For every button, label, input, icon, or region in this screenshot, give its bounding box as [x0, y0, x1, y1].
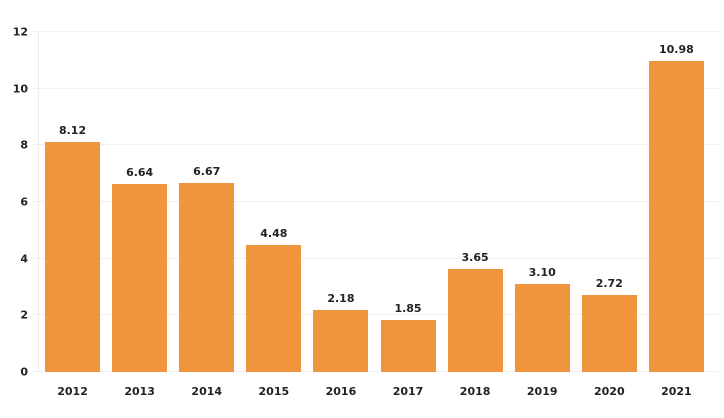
plot-area: 8.12 2012 6.64 2013 6.67 2014 4.48 2015 2.18 2016… [33, 31, 718, 397]
bar-value-label: 2.18 [327, 292, 355, 306]
x-tick-label: 2019 [526, 385, 558, 398]
y-tick-label: 12 [12, 25, 28, 39]
x-tick-label: 2021 [661, 385, 692, 398]
y-tick-label: 10 [12, 82, 28, 96]
bar-group: 2.72 2020 [576, 32, 643, 397]
bar-value-label: 8.12 [58, 123, 87, 137]
bar-group: 2.18 2016 [307, 32, 374, 397]
bar-value-label: 4.48 [260, 227, 288, 241]
bar-group: 4.48 2015 [240, 32, 307, 397]
bar-value-label: 1.85 [394, 301, 422, 315]
y-tick-label: 0 [20, 365, 28, 379]
y-axis: 0 2 4 6 8 10 12 [0, 27, 30, 378]
bar-2013[interactable]: 6.64 [112, 167, 168, 372]
bars-container: 8.12 2012 6.64 2013 6.67 2014 4.48 2015 2.18 2016… [39, 32, 710, 397]
bar-2012[interactable]: 8.12 [45, 125, 101, 372]
y-tick-label: 2 [20, 308, 28, 322]
bar-2016[interactable]: 2.18 [313, 293, 369, 372]
gridline [33, 371, 718, 372]
bar-group: 1.85 2017 [374, 32, 441, 397]
bar-group: 8.12 2012 [39, 32, 106, 397]
bar-2017[interactable]: 1.85 [380, 303, 436, 372]
bar-value-label: 2.72 [595, 276, 623, 290]
x-tick-label: 2012 [57, 385, 88, 398]
x-tick-label: 2018 [459, 385, 491, 398]
bar-2018[interactable]: 3.65 [447, 252, 503, 372]
gridline [33, 144, 718, 146]
y-tick-label: 8 [20, 138, 28, 152]
gridline [33, 201, 718, 202]
x-tick-label: 2013 [124, 385, 155, 398]
bar-value-label: 6.64 [126, 165, 154, 179]
bar-value-label: 6.67 [193, 165, 221, 179]
bar-value-label: 3.65 [461, 250, 489, 264]
gridline [33, 31, 718, 32]
bar-group: 3.10 2019 [509, 32, 576, 397]
y-tick-label: 4 [20, 252, 28, 266]
x-tick-label: 2020 [593, 385, 625, 398]
bar-2014[interactable]: 6.67 [179, 166, 235, 372]
bar-2020[interactable]: 2.72 [581, 278, 637, 372]
x-tick-label: 2014 [191, 385, 223, 398]
gridline [33, 257, 718, 259]
bar-group: 3.65 2018 [442, 32, 509, 397]
bar-group: 6.64 2013 [106, 32, 173, 397]
bar-2019[interactable]: 3.10 [514, 267, 570, 372]
bar-group: 10.98 2021 [643, 32, 710, 397]
bar-2021[interactable]: 10.98 [648, 44, 704, 372]
bar-value-label: 3.10 [528, 266, 556, 280]
x-tick-label: 2016 [325, 385, 357, 398]
x-tick-label: 2015 [258, 385, 290, 398]
bar-value-label: 10.98 [658, 42, 694, 56]
bar-group: 6.67 2014 [173, 32, 240, 397]
gridline [33, 87, 718, 89]
y-tick-label: 6 [20, 195, 28, 209]
bar-2015[interactable]: 4.48 [246, 228, 302, 372]
x-tick-label: 2017 [392, 385, 424, 398]
gridline [33, 314, 718, 316]
